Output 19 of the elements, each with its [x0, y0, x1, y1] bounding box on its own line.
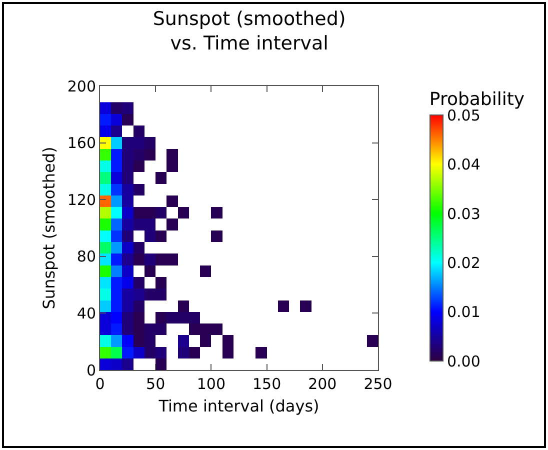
x-tick-label: 100 — [196, 375, 226, 393]
y-axis-title: Sunspot (smoothed) — [39, 146, 58, 310]
x-tick-label: 150 — [252, 375, 282, 393]
x-tick-label: 250 — [364, 375, 392, 393]
y-tick-label: 160 — [67, 134, 96, 152]
x-tick-label: 50 — [146, 375, 166, 393]
y-tick-label: 0 — [86, 361, 96, 380]
color-bar-label: 0.02 — [447, 254, 480, 272]
color-bar-label: 0.01 — [447, 303, 480, 322]
color-bar-label: 0.04 — [447, 156, 480, 174]
y-tick-label: 40 — [76, 304, 96, 322]
y-tick-label: 80 — [76, 248, 96, 266]
color-bar-label: 0.03 — [447, 204, 480, 223]
chart-title: Sunspot (smoothed) vs. Time interval — [152, 8, 346, 54]
x-axis-title: Time interval (days) — [158, 396, 320, 416]
y-tick-label: 120 — [67, 190, 96, 209]
color-bar-label: 0.00 — [447, 352, 480, 370]
y-tick-label: 200 — [67, 77, 96, 96]
x-tick-label: 200 — [308, 375, 337, 393]
